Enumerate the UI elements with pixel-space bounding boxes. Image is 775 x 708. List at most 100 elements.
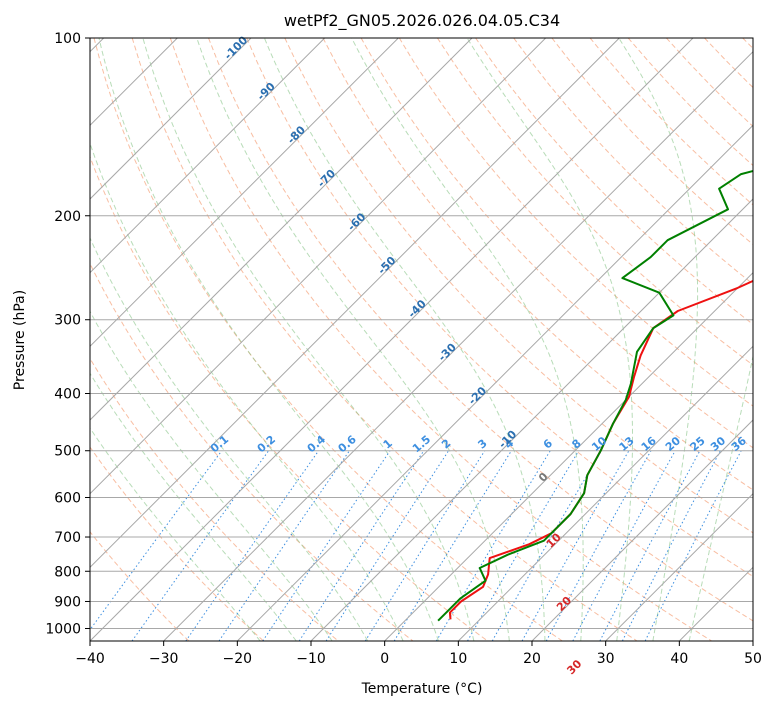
dry-adiabat (90, 155, 488, 641)
dry-adiabat (436, 38, 753, 366)
isotherm-label: -90 (255, 80, 278, 103)
mixing-ratio-line (572, 450, 676, 641)
dry-adiabat (90, 262, 414, 641)
dry-adiabat (551, 38, 753, 245)
dry-adiabat (90, 446, 264, 641)
isotherm-label: -80 (285, 123, 308, 146)
x-axis-ticks: −40 −30 −20 −10 0 10 20 30 40 50 (75, 641, 762, 667)
dry-adiabat (93, 38, 563, 641)
moist-adiabat (90, 310, 333, 641)
isotherm (90, 38, 620, 569)
isotherm (605, 492, 753, 641)
mixing-ratio-line (218, 450, 350, 641)
dry-adiabat (322, 38, 753, 491)
y-tick-label: 700 (54, 530, 81, 546)
mixing-ratio-line (621, 450, 721, 641)
y-tick-label: 400 (54, 387, 81, 403)
dry-adiabat (284, 38, 753, 534)
dry-adiabat (513, 38, 753, 285)
background-lines (90, 38, 753, 641)
isotherm-label: -70 (315, 167, 338, 190)
isotherm (90, 38, 399, 348)
moist-adiabat (351, 38, 584, 641)
x-tick-label: −10 (296, 651, 326, 667)
dry-adiabat (666, 38, 753, 128)
mixing-ratio-line (521, 450, 630, 641)
dry-adiabat (475, 38, 753, 325)
isotherm (90, 38, 326, 274)
y-axis-ticks: 100 200 300 400 500 600 700 800 900 1000 (45, 31, 90, 637)
mixing-ratio-line (364, 450, 486, 641)
dry-adiabat (742, 38, 753, 50)
y-tick-label: 100 (54, 31, 81, 47)
y-axis-label: Pressure (hPa) (12, 290, 28, 390)
isotherm (163, 50, 753, 641)
isotherm-label: -40 (405, 297, 428, 320)
isotherm (310, 198, 753, 641)
y-tick-label: 600 (54, 490, 81, 506)
moist-adiabat (90, 236, 369, 641)
mixing-ratio-line (325, 450, 450, 641)
dry-adiabat (589, 38, 753, 206)
x-tick-label: 20 (523, 651, 541, 667)
dry-adiabat (131, 38, 638, 641)
plot-frame (89, 37, 754, 642)
mixing-ratio-label: 3 (475, 437, 489, 452)
line-labels: 0.1 0.2 0.4 0.6 1 1.5 2 3 4 6 8 10 13 16 20 25 30 36-100-… (208, 33, 749, 677)
isotherm (384, 271, 753, 641)
mixing-ratio-label: 0.1 (208, 433, 231, 455)
x-tick-label: 30 (597, 651, 615, 667)
isotherm-label: -30 (436, 341, 459, 364)
isotherm-label: 20 (554, 594, 574, 614)
dry-adiabat (398, 38, 753, 407)
moist-adiabat (142, 38, 475, 641)
x-tick-label: −20 (223, 651, 253, 667)
mixing-ratio-line (298, 450, 425, 641)
mixing-ratio-label: 2 (439, 437, 453, 452)
dry-adiabat (704, 38, 753, 89)
chart-title: wetPf2_GN05.2026.026.04.05.C34 (284, 11, 560, 31)
mixing-ratio-label: 1.5 (410, 433, 433, 455)
mixing-ratio-label: 6 (541, 436, 555, 451)
moist-adiabat (466, 38, 633, 641)
isotherm (236, 124, 753, 641)
isotherm-label: -60 (345, 210, 368, 233)
series-lines (437, 169, 753, 622)
mixing-ratio-line (545, 450, 652, 641)
moist-adiabat (688, 354, 753, 641)
mixing-ratio-label: 0.4 (305, 433, 329, 456)
y-tick-label: 1000 (45, 621, 81, 637)
mixing-ratio-label: 8 (569, 437, 583, 452)
isotherm (90, 38, 252, 200)
y-tick-label: 500 (54, 444, 81, 460)
dry-adiabat (246, 38, 753, 578)
isotherm (90, 38, 473, 421)
x-tick-label: −30 (149, 651, 179, 667)
moist-adiabat (98, 38, 439, 641)
y-tick-label: 300 (54, 313, 81, 329)
isotherm-label: -10 (496, 428, 519, 451)
isotherm-label: -20 (466, 384, 489, 407)
isotherm (752, 640, 753, 641)
x-tick-label: 40 (670, 651, 688, 667)
moist-adiabat (618, 38, 699, 641)
mixing-ratio-line (262, 450, 391, 641)
isotherm (90, 38, 694, 641)
y-tick-label: 200 (54, 209, 81, 225)
x-tick-label: 50 (744, 651, 762, 667)
mixing-ratio-line (644, 450, 742, 641)
isotherm (531, 419, 753, 641)
mixing-ratio-line (393, 450, 512, 641)
y-tick-label: 900 (54, 594, 81, 610)
dry-adiabat (360, 38, 753, 449)
moist-adiabat (90, 141, 404, 641)
temperature-profile-line (448, 279, 753, 620)
x-tick-label: 10 (449, 651, 467, 667)
y-tick-label: 800 (54, 564, 81, 580)
dewpoint-profile-line (437, 169, 753, 622)
dry-adiabat (90, 357, 339, 641)
x-axis-label: Temperature (°C) (361, 681, 483, 697)
x-tick-label: 0 (380, 651, 389, 667)
